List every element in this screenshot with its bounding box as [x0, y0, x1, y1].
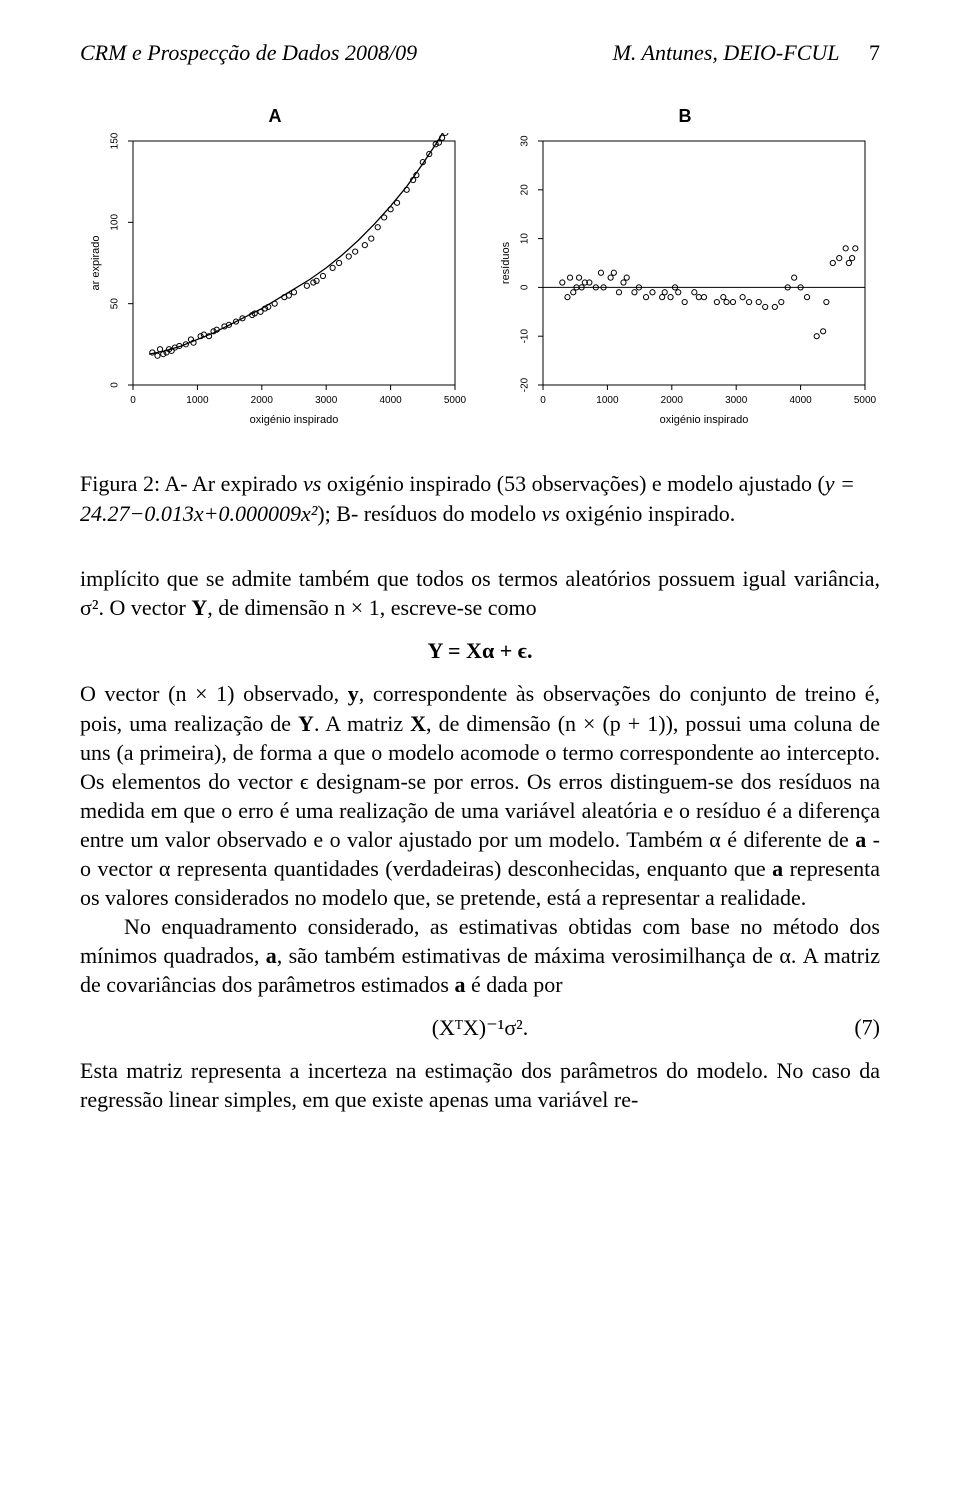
svg-text:0: 0: [110, 382, 121, 388]
svg-text:oxigénio inspirado: oxigénio inspirado: [660, 414, 749, 426]
svg-text:4000: 4000: [789, 395, 812, 406]
paragraph-3: No enquadramento considerado, as estimat…: [80, 912, 880, 999]
svg-text:1000: 1000: [596, 395, 619, 406]
bold-a-4: a: [454, 972, 465, 997]
p2a: O vector (n × 1) observado,: [80, 681, 348, 706]
bold-X-1: X: [410, 711, 426, 736]
caption-label: Figura 2:: [80, 471, 160, 496]
svg-text:4000: 4000: [379, 395, 402, 406]
chart-b-title: B: [490, 106, 880, 127]
equation-1: Y = Xα + ϵ.: [80, 636, 880, 665]
bold-y-1: y: [348, 681, 359, 706]
svg-text:5000: 5000: [854, 395, 877, 406]
chart-a-panel: A 0 1000 2000 3000 4000 5000 0 50 100 150 oxigénio…: [80, 106, 470, 433]
caption-prefix: A- Ar expirado: [164, 471, 297, 496]
header-right: M. Antunes, DEIO-FCUL: [613, 40, 840, 65]
bold-a-1: a: [855, 827, 866, 852]
svg-text:3000: 3000: [725, 395, 748, 406]
charts-row: A 010002000300040005000050100150oxigénio…: [80, 106, 880, 433]
page-container: CRM e Prospecção de Dados 2008/09 M. Ant…: [0, 0, 960, 1154]
figure-caption: Figura 2: A- Ar expirado vs oxigénio ins…: [80, 469, 880, 528]
header-right-wrap: M. Antunes, DEIO-FCUL 7: [613, 40, 880, 66]
svg-text:1000: 1000: [186, 395, 209, 406]
page-number: 7: [869, 40, 880, 65]
svg-text:10: 10: [520, 233, 531, 245]
chart-a-surface: 0 1000 2000 3000 4000 5000 0 50 100 150 oxigénio i…: [80, 133, 470, 433]
svg-text:30: 30: [520, 135, 531, 147]
svg-text:2000: 2000: [661, 395, 684, 406]
bold-Y-1: Y: [191, 595, 207, 620]
svg-text:0: 0: [520, 284, 531, 290]
svg-text:0: 0: [130, 395, 136, 406]
paragraph-2: O vector (n × 1) observado, y, correspon…: [80, 679, 880, 911]
svg-text:0: 0: [540, 395, 546, 406]
eq2-text: (XᵀX)⁻¹σ².: [432, 1015, 529, 1040]
body-text: implícito que se admite também que todos…: [80, 564, 880, 1114]
svg-text:150: 150: [110, 133, 121, 149]
svg-text:50: 50: [110, 298, 121, 310]
page-header: CRM e Prospecção de Dados 2008/09 M. Ant…: [80, 40, 880, 66]
p2c: . A matriz: [314, 711, 410, 736]
paragraph-4: Esta matriz representa a incerteza na es…: [80, 1056, 880, 1114]
bold-Y-2: Y: [298, 711, 314, 736]
eq1-text: Y = Xα + ϵ.: [427, 638, 532, 663]
svg-text:-20: -20: [520, 377, 531, 392]
chart-a-title: A: [80, 106, 470, 127]
svg-text:2000: 2000: [251, 395, 274, 406]
chart-b-panel: B 0 1000 2000 3000 4000 5000 -20 -10 0 10 20 30 oxig…: [490, 106, 880, 433]
caption-italics2: vs: [542, 501, 560, 526]
chart-b-surface: 0 1000 2000 3000 4000 5000 -20 -10 0 10 20 30 oxigén…: [490, 133, 880, 433]
svg-text:100: 100: [110, 214, 121, 231]
svg-text:oxigénio inspirado: oxigénio inspirado: [250, 414, 339, 426]
caption-mid1: oxigénio inspirado (53 observações) e mo…: [327, 471, 825, 496]
caption-italics1: vs: [303, 471, 321, 496]
bold-a-3: a: [266, 943, 277, 968]
equation-2: (XᵀX)⁻¹σ². (7): [80, 1013, 880, 1042]
header-left: CRM e Prospecção de Dados 2008/09: [80, 40, 417, 66]
svg-text:resíduos: resíduos: [500, 241, 512, 284]
svg-text:-10: -10: [520, 329, 531, 344]
p1b: , de dimensão n × 1, escreve-se como: [207, 595, 536, 620]
caption-tail: oxigénio inspirado.: [565, 501, 735, 526]
svg-text:3000: 3000: [315, 395, 338, 406]
svg-text:20: 20: [520, 184, 531, 196]
svg-text:5000: 5000: [444, 395, 467, 406]
svg-text:ar expirado: ar expirado: [90, 235, 102, 290]
bold-a-2: a: [772, 856, 783, 881]
p3c: é dada por: [465, 972, 562, 997]
caption-mid2: ); B- resíduos do modelo: [317, 501, 536, 526]
eq2-number: (7): [854, 1013, 880, 1042]
paragraph-1: implícito que se admite também que todos…: [80, 564, 880, 622]
